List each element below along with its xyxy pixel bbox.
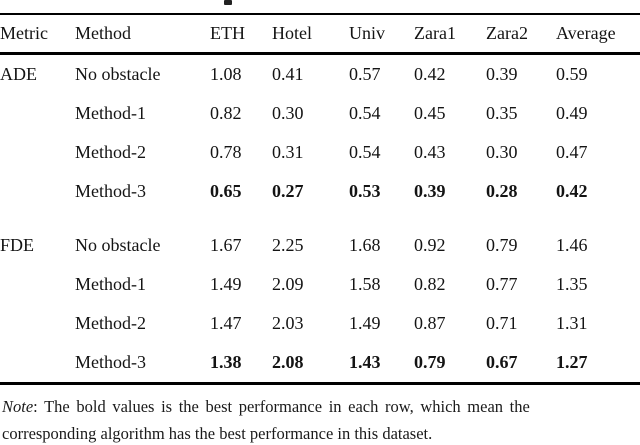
value-cell: 0.67 [486,352,518,372]
value-cell: 0.57 [349,64,381,84]
value-cell: 0.30 [272,103,304,123]
value-cell: 0.77 [486,274,518,294]
value-cell: 1.38 [210,352,242,372]
table-note: Note: The bold values is the best perfor… [2,393,622,445]
col-header-zara1: Zara1 [414,14,486,55]
value-cell: 1.68 [349,235,381,255]
value-cell: 0.45 [414,103,446,123]
value-cell: 1.67 [210,235,242,255]
table-row: Method-1 1.49 2.09 1.58 0.82 0.77 1.35 [0,265,640,304]
value-cell: 0.54 [349,103,381,123]
table-header-row: Metric Method ETH Hotel Univ Zara1 Zara2… [0,14,640,55]
table-row: FDE No obstacle 1.67 2.25 1.68 0.92 0.79… [0,226,640,265]
value-cell: 0.71 [486,313,518,333]
note-line1-text: : The bold values is the best performanc… [33,397,530,416]
value-cell: 1.27 [556,352,588,372]
value-cell: 0.53 [349,181,381,201]
value-cell: 0.43 [414,142,446,162]
table-row: Method-2 0.78 0.31 0.54 0.43 0.30 0.47 [0,133,640,172]
value-cell: 2.03 [272,313,304,333]
value-cell: 1.31 [556,313,588,333]
value-cell: 0.41 [272,64,304,84]
col-header-average: Average [556,14,640,55]
value-cell: 0.35 [486,103,518,123]
cropped-caption-fragment [224,0,232,5]
value-cell: 0.31 [272,142,304,162]
method-cell: Method-2 [75,142,146,162]
value-cell: 0.42 [556,181,588,201]
value-cell: 0.47 [556,142,588,162]
col-header-metric: Metric [0,14,75,55]
section-spacer-row [0,211,640,226]
metric-cell: ADE [0,64,37,84]
method-cell: Method-1 [75,103,146,123]
value-cell: 1.08 [210,64,242,84]
value-cell: 0.27 [272,181,304,201]
method-cell: Method-3 [75,181,146,201]
value-cell: 0.39 [414,181,446,201]
col-header-method: Method [75,14,210,55]
col-header-eth: ETH [210,14,272,55]
metric-cell [0,172,75,211]
value-cell: 0.87 [414,313,446,333]
value-cell: 0.39 [486,64,518,84]
col-header-univ: Univ [349,14,414,55]
col-header-hotel: Hotel [272,14,349,55]
value-cell: 1.46 [556,235,588,255]
table-row: Method-3 0.65 0.27 0.53 0.39 0.28 0.42 [0,172,640,211]
metric-cell [0,94,75,133]
value-cell: 2.09 [272,274,304,294]
col-header-zara2: Zara2 [486,14,556,55]
value-cell: 0.65 [210,181,242,201]
value-cell: 0.79 [486,235,518,255]
value-cell: 2.08 [272,352,304,372]
value-cell: 0.42 [414,64,446,84]
value-cell: 1.49 [210,274,242,294]
table-row: Method-1 0.82 0.30 0.54 0.45 0.35 0.49 [0,94,640,133]
metric-cell [0,343,75,384]
metric-cell [0,304,75,343]
metric-cell: FDE [0,235,35,255]
value-cell: 2.25 [272,235,304,255]
value-cell: 0.54 [349,142,381,162]
value-cell: 1.35 [556,274,588,294]
value-cell: 0.92 [414,235,446,255]
table-row: Method-3 1.38 2.08 1.43 0.79 0.67 1.27 [0,343,640,384]
method-cell: No obstacle [75,235,161,255]
value-cell: 1.58 [349,274,381,294]
table-row: Method-2 1.47 2.03 1.49 0.87 0.71 1.31 [0,304,640,343]
method-cell: Method-2 [75,313,146,333]
value-cell: 1.43 [349,352,381,372]
method-cell: Method-1 [75,274,146,294]
value-cell: 0.30 [486,142,518,162]
table-row: ADE No obstacle 1.08 0.41 0.57 0.42 0.39… [0,54,640,95]
method-cell: No obstacle [75,64,161,84]
value-cell: 0.28 [486,181,518,201]
value-cell: 0.59 [556,64,588,84]
value-cell: 0.49 [556,103,588,123]
note-label: Note [2,397,34,416]
note-line-1: Note: The bold values is the best perfor… [2,393,622,420]
value-cell: 0.78 [210,142,242,162]
note-line-2: corresponding algorithm has the best per… [2,424,433,443]
metric-cell [0,265,75,304]
value-cell: 1.49 [349,313,381,333]
method-cell: Method-3 [75,352,146,372]
value-cell: 0.82 [210,103,242,123]
value-cell: 0.82 [414,274,446,294]
metric-cell [0,133,75,172]
value-cell: 1.47 [210,313,242,333]
value-cell: 0.79 [414,352,446,372]
results-table: Metric Method ETH Hotel Univ Zara1 Zara2… [0,13,640,385]
